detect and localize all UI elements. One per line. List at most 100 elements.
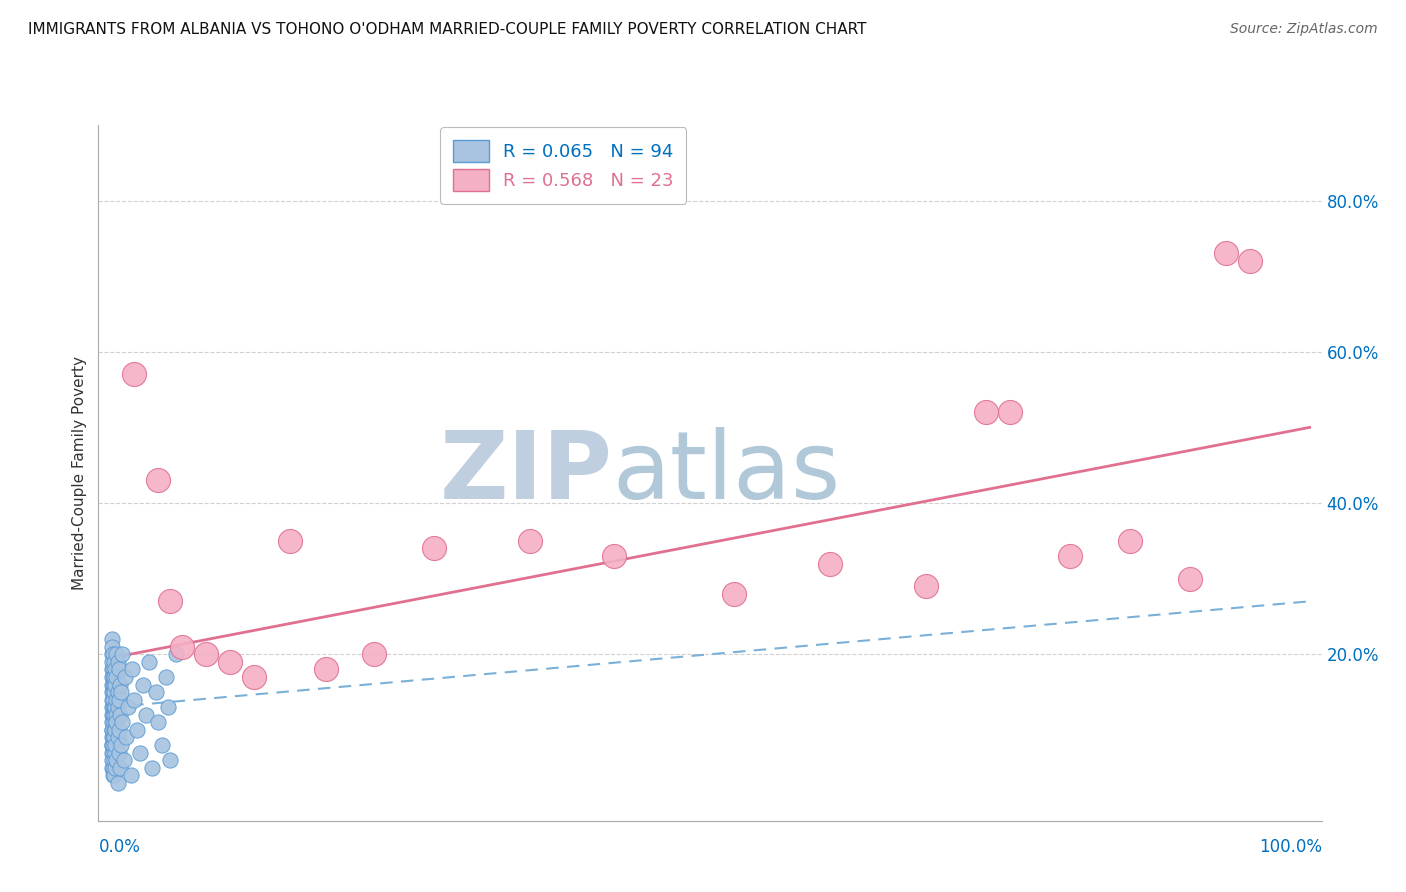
Point xyxy=(103,707,125,722)
Point xyxy=(105,647,128,661)
Point xyxy=(818,557,841,571)
Point xyxy=(148,715,170,730)
Point xyxy=(100,700,122,714)
Point xyxy=(145,685,167,699)
Point xyxy=(998,405,1021,419)
Point xyxy=(101,692,124,706)
Point xyxy=(101,677,124,691)
Point xyxy=(107,655,129,669)
Point xyxy=(111,647,134,661)
Point xyxy=(159,594,181,608)
Point xyxy=(108,761,131,775)
Point xyxy=(155,670,177,684)
Point xyxy=(100,632,122,647)
Point xyxy=(423,541,446,556)
Point xyxy=(100,662,122,676)
Point xyxy=(100,677,122,691)
Text: IMMIGRANTS FROM ALBANIA VS TOHONO O'ODHAM MARRIED-COUPLE FAMILY POVERTY CORRELAT: IMMIGRANTS FROM ALBANIA VS TOHONO O'ODHA… xyxy=(28,22,866,37)
Text: Source: ZipAtlas.com: Source: ZipAtlas.com xyxy=(1230,22,1378,37)
Point xyxy=(103,670,125,684)
Text: 0.0%: 0.0% xyxy=(98,838,141,855)
Point xyxy=(120,768,142,782)
Point xyxy=(100,723,122,737)
Point xyxy=(101,685,124,699)
Point xyxy=(172,640,194,654)
Point xyxy=(101,670,124,684)
Point xyxy=(915,579,938,593)
Point xyxy=(1215,246,1237,260)
Point xyxy=(100,753,122,767)
Point xyxy=(103,731,125,745)
Point xyxy=(124,368,146,382)
Point xyxy=(974,405,997,419)
Point xyxy=(104,715,127,730)
Point xyxy=(100,731,122,745)
Point xyxy=(108,662,129,676)
Point xyxy=(108,723,129,737)
Point xyxy=(101,761,124,775)
Point xyxy=(278,533,301,548)
Point xyxy=(315,662,337,676)
Point xyxy=(108,692,129,706)
Point xyxy=(104,677,127,691)
Point xyxy=(105,707,128,722)
Point xyxy=(103,723,125,737)
Point xyxy=(100,670,122,684)
Point xyxy=(100,640,122,654)
Point xyxy=(125,723,148,737)
Point xyxy=(121,662,143,676)
Point xyxy=(100,692,122,706)
Point xyxy=(1059,549,1081,563)
Point xyxy=(108,707,131,722)
Point xyxy=(104,700,127,714)
Point xyxy=(107,731,129,745)
Point xyxy=(104,662,127,676)
Point xyxy=(100,707,122,722)
Point xyxy=(100,647,122,661)
Point xyxy=(101,715,124,730)
Legend: R = 0.065   N = 94, R = 0.568   N = 23: R = 0.065 N = 94, R = 0.568 N = 23 xyxy=(440,127,686,203)
Point xyxy=(104,738,127,752)
Y-axis label: Married-Couple Family Poverty: Married-Couple Family Poverty xyxy=(72,356,87,590)
Point xyxy=(100,761,122,775)
Point xyxy=(129,746,152,760)
Point xyxy=(103,677,125,691)
Point xyxy=(101,731,124,745)
Point xyxy=(100,738,122,752)
Point xyxy=(105,670,128,684)
Point xyxy=(108,746,129,760)
Point xyxy=(100,746,122,760)
Point xyxy=(101,738,124,752)
Point xyxy=(165,647,187,661)
Point xyxy=(105,692,128,706)
Point xyxy=(115,731,138,745)
Point xyxy=(100,655,122,669)
Point xyxy=(148,473,170,487)
Point xyxy=(104,723,127,737)
Point xyxy=(100,715,122,730)
Point xyxy=(107,776,129,790)
Point xyxy=(141,761,163,775)
Point xyxy=(195,647,218,661)
Point xyxy=(107,685,129,699)
Point xyxy=(124,692,146,706)
Point xyxy=(107,700,129,714)
Point xyxy=(1178,572,1201,586)
Point xyxy=(138,655,160,669)
Point xyxy=(150,738,173,752)
Point xyxy=(114,670,136,684)
Point xyxy=(101,768,124,782)
Point xyxy=(101,700,124,714)
Point xyxy=(603,549,626,563)
Point xyxy=(110,738,132,752)
Point xyxy=(103,753,125,767)
Point xyxy=(159,753,181,767)
Point xyxy=(1119,533,1142,548)
Point xyxy=(100,723,122,737)
Point xyxy=(101,647,124,661)
Point xyxy=(104,746,127,760)
Point xyxy=(156,700,179,714)
Point xyxy=(103,685,125,699)
Point xyxy=(100,685,122,699)
Point xyxy=(723,587,745,601)
